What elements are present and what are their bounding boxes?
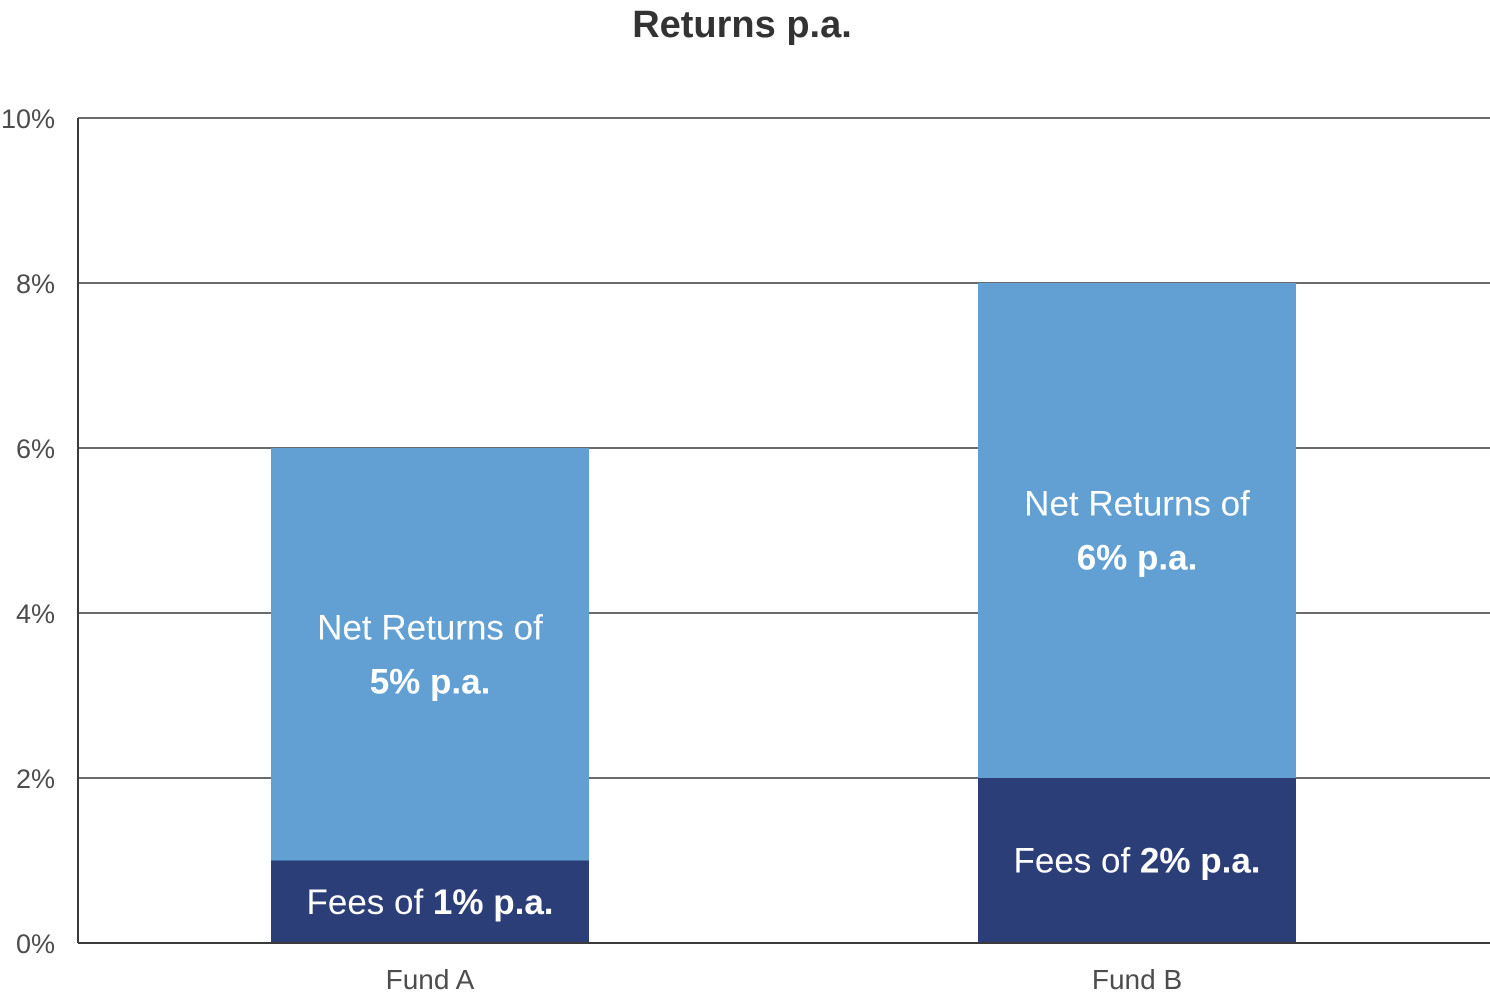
bar-segment-label: 6% p.a. bbox=[1077, 539, 1198, 578]
y-tick-label: 2% bbox=[16, 764, 55, 794]
bar-labels: Fees of 1% p.a. Net Returns of 5% p.a. Fees… bbox=[306, 485, 1260, 922]
bar-segment-label: Net Returns of bbox=[317, 608, 543, 647]
chart-title: Returns p.a. bbox=[632, 4, 852, 46]
y-tick-label: 4% bbox=[16, 599, 55, 629]
label-value: 2% p.a. bbox=[1140, 842, 1261, 881]
y-tick-label: 6% bbox=[16, 434, 55, 464]
bar-segment-label: 5% p.a. bbox=[370, 662, 491, 701]
x-category-label: Fund B bbox=[1092, 964, 1182, 995]
bars bbox=[271, 283, 1296, 943]
label-value: 6% p.a. bbox=[1077, 539, 1198, 578]
y-tick-label: 10% bbox=[1, 104, 55, 134]
bar-segment-fees bbox=[978, 778, 1296, 943]
y-tick-label: 8% bbox=[16, 269, 55, 299]
bar-segment-label: Fees of 2% p.a. bbox=[1013, 842, 1260, 881]
label-value: 1% p.a. bbox=[433, 883, 554, 922]
label-text: Fees of bbox=[306, 883, 432, 922]
bar-segment-label: Fees of 1% p.a. bbox=[306, 883, 553, 922]
bar-segment-net_returns bbox=[978, 283, 1296, 778]
x-category-label: Fund A bbox=[386, 964, 475, 995]
label-text: Net Returns of bbox=[317, 608, 543, 647]
label-text: Fees of bbox=[1013, 842, 1139, 881]
y-tick-label: 0% bbox=[16, 929, 55, 959]
bar-segment-fees bbox=[271, 860, 589, 943]
bar-segment-net_returns bbox=[271, 448, 589, 861]
label-text: Net Returns of bbox=[1024, 485, 1250, 524]
axes: 0% 2% 4% 6% 8% 10% Fund A Fund B bbox=[1, 104, 1490, 995]
bar-segment-label: Net Returns of bbox=[1024, 485, 1250, 524]
label-value: 5% p.a. bbox=[370, 662, 491, 701]
